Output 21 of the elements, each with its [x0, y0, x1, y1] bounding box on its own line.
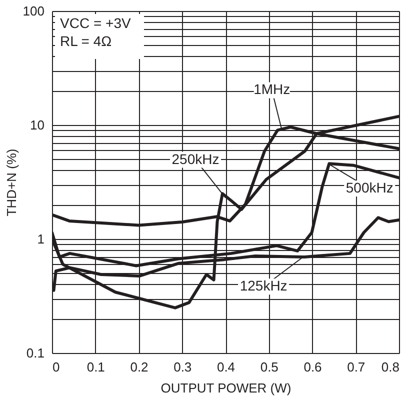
x-tick-label: 0: [52, 360, 60, 374]
annotation: 250kHz: [172, 150, 220, 167]
annotation: 125kHz: [240, 278, 288, 294]
annotation: RL = 4Ω: [60, 33, 112, 49]
annotation: VCC = +3V: [60, 15, 132, 31]
x-tick-label: 0.3: [174, 360, 192, 374]
annotation: 1MHz: [254, 81, 290, 98]
y-tick-label: 0.1: [26, 346, 44, 360]
annotation: 500kHz: [346, 180, 394, 196]
y-tick-label: 10: [30, 118, 44, 132]
x-axis-title: OUTPUT POWER (W): [160, 380, 292, 396]
x-tick-label: 0.7: [347, 360, 366, 374]
y-tick-label: 1: [37, 232, 44, 246]
x-tick-label: 0.4: [216, 360, 236, 374]
y-tick-label: 100: [22, 4, 44, 18]
x-tick-label: 0.8: [381, 360, 400, 374]
x-tick-label: 0.2: [130, 360, 148, 374]
y-axis-title: THD+N (%): [4, 148, 19, 216]
x-tick-label: 0.6: [304, 360, 322, 374]
x-tick-label: 0.5: [260, 360, 278, 374]
x-tick-label: 0.1: [86, 360, 105, 374]
